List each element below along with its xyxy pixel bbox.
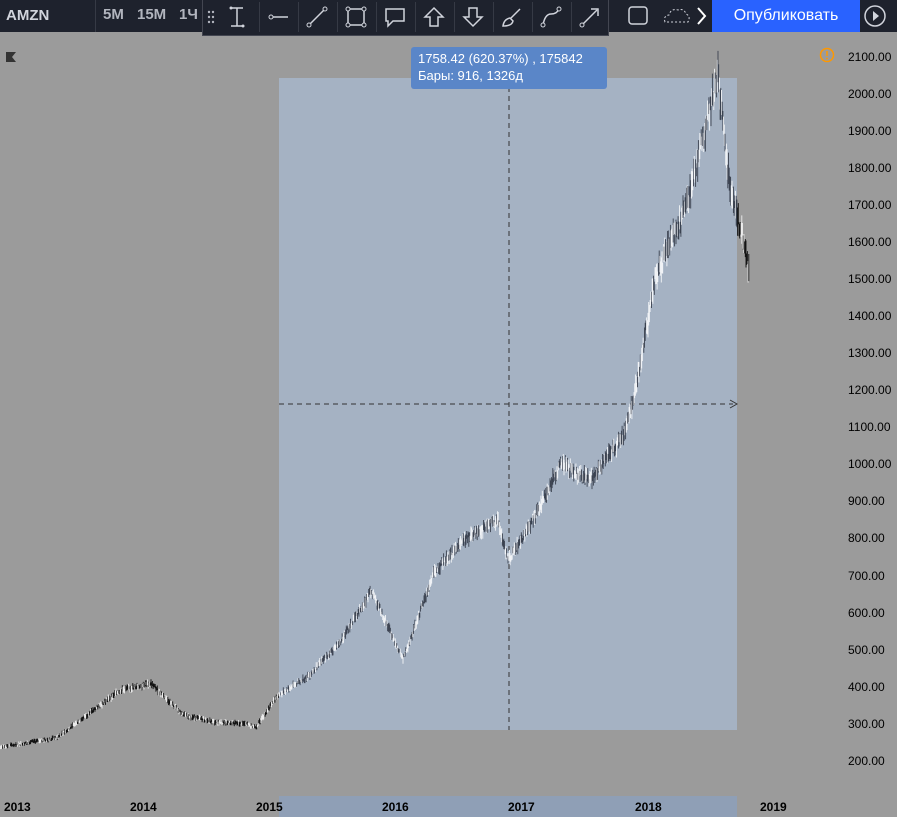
drawing-toolbar [202, 0, 609, 36]
cloud-tool-button[interactable] [659, 0, 693, 32]
brush-tool[interactable] [493, 2, 529, 32]
time-tick: 2014 [130, 800, 157, 814]
measure-tooltip-bars: Бары: 916, 1326д [418, 68, 523, 83]
chevron-right-icon [697, 7, 707, 25]
price-tick: 1200.00 [848, 383, 892, 397]
arrow-down-tool[interactable] [454, 2, 490, 32]
warning-icon[interactable] [819, 47, 835, 63]
drag-handle-icon[interactable] [207, 10, 215, 24]
price-tick: 200.00 [848, 754, 885, 768]
text-cursor-icon [229, 6, 245, 28]
measure-tooltip: 1758.42 (620.37%) , 175842 Бары: 916, 13… [411, 47, 607, 89]
play-icon[interactable] [863, 4, 887, 28]
horizontal-ray-icon [268, 14, 288, 20]
timeframe-15m[interactable]: 15М [137, 6, 167, 23]
price-tick: 1100.00 [848, 420, 891, 434]
symbol-label[interactable]: AMZN [6, 7, 50, 24]
time-tick: 2013 [4, 800, 31, 814]
price-tick: 1900.00 [848, 124, 892, 138]
rectangle-icon [628, 6, 648, 25]
arrow-up-icon [423, 6, 445, 27]
toolbar-divider [95, 0, 96, 32]
more-tools-button[interactable] [694, 0, 710, 32]
rectangle-select-icon [345, 6, 367, 28]
rectangle-draw-tool[interactable] [337, 2, 373, 32]
flag-icon[interactable] [5, 51, 17, 63]
price-tick: 2100.00 [848, 50, 892, 64]
path-icon [540, 6, 562, 28]
time-tick: 2015 [256, 800, 283, 814]
trend-line-icon [306, 6, 328, 28]
measure-tooltip-price: 1758.42 (620.37%) , 175842 [418, 51, 583, 66]
time-tick: 2019 [760, 800, 787, 814]
price-tick: 1300.00 [848, 346, 892, 360]
price-series [0, 50, 750, 750]
timeframe-1h[interactable]: 1Ч [179, 6, 198, 23]
path-tool[interactable] [532, 2, 568, 32]
timeframe-5m[interactable]: 5М [103, 6, 124, 23]
publish-button[interactable]: Опубликовать [712, 0, 860, 32]
price-tick: 600.00 [848, 606, 885, 620]
time-tick: 2018 [635, 800, 662, 814]
arrow-up-tool[interactable] [415, 2, 451, 32]
brush-icon [502, 8, 521, 27]
price-tick: 1800.00 [848, 161, 892, 175]
cloud-icon [664, 9, 690, 23]
trend-line-tool[interactable] [298, 2, 334, 32]
time-axis-range-highlight [279, 796, 737, 817]
price-tick: 300.00 [848, 717, 885, 731]
time-tick: 2017 [508, 800, 535, 814]
horizontal-ray-tool[interactable] [259, 2, 295, 32]
text-cursor-tool[interactable] [219, 2, 255, 32]
measure-arrow-head [729, 399, 739, 409]
speech-bubble-icon [385, 8, 405, 28]
arrow-line-icon [579, 8, 599, 28]
price-tick: 1500.00 [848, 272, 892, 286]
arrow-line-tool[interactable] [571, 2, 607, 32]
price-tick: 1400.00 [848, 309, 892, 323]
price-tick: 1600.00 [848, 235, 892, 249]
price-tick: 800.00 [848, 531, 885, 545]
price-tick: 900.00 [848, 494, 885, 508]
time-tick: 2016 [382, 800, 409, 814]
price-tick: 1700.00 [848, 198, 892, 212]
price-tick: 1000.00 [848, 457, 892, 471]
arrow-down-icon [462, 7, 484, 28]
price-tick: 400.00 [848, 680, 885, 694]
price-tick: 700.00 [848, 569, 885, 583]
price-tick: 500.00 [848, 643, 885, 657]
callout-tool[interactable] [376, 2, 412, 32]
rectangle-tool-button[interactable] [624, 0, 652, 32]
price-tick: 2000.00 [848, 87, 892, 101]
